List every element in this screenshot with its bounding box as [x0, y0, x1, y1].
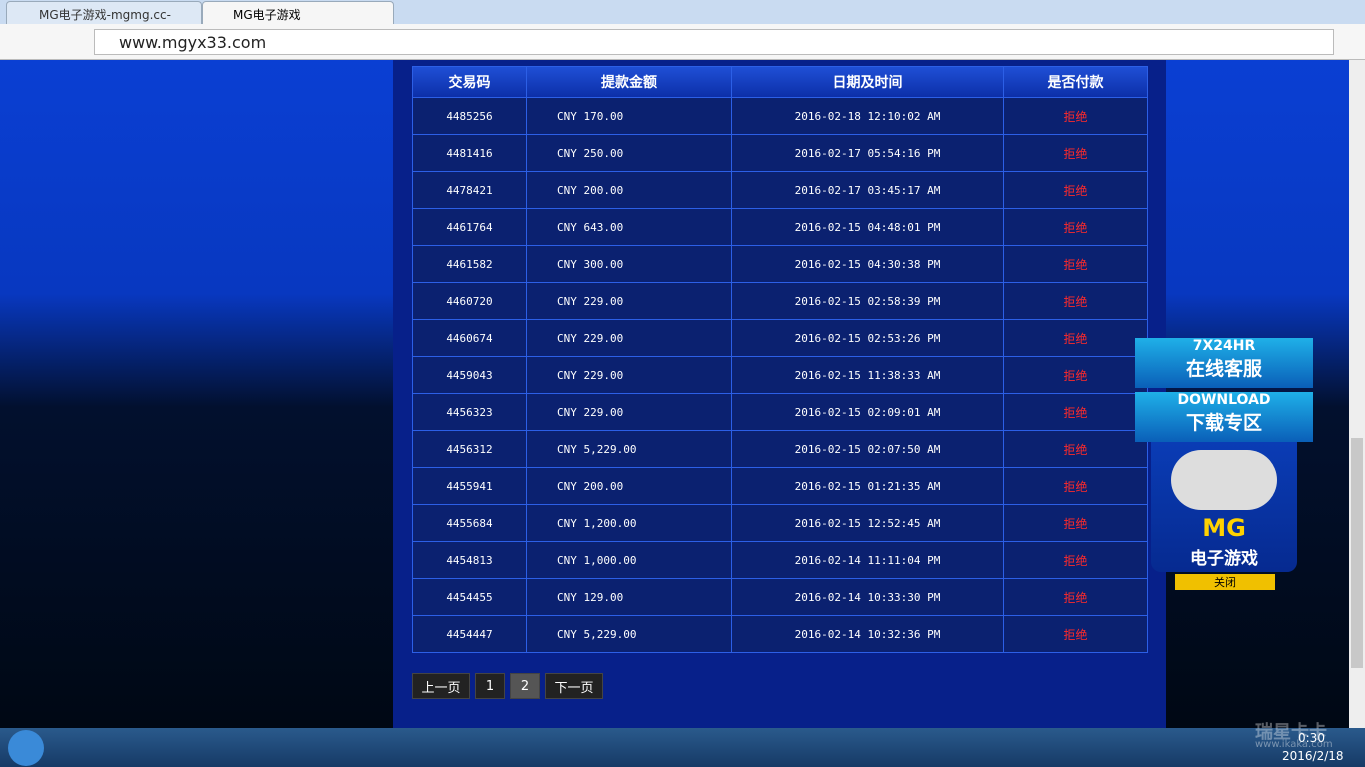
- close-button[interactable]: 关闭: [1175, 574, 1275, 590]
- table-cell: CNY 1,000.00: [526, 541, 732, 579]
- scroll-thumb[interactable]: [1351, 438, 1363, 668]
- table-cell: CNY 229.00: [526, 282, 732, 320]
- ad-text: 7X24HR: [1192, 338, 1256, 354]
- ad-game-box: MG 电子游戏: [1151, 442, 1297, 572]
- clock-date: 2016/2/18: [1282, 749, 1344, 763]
- taskbar: [0, 728, 1365, 767]
- table-cell: 4460674: [412, 319, 527, 357]
- table-cell: CNY 129.00: [526, 578, 732, 616]
- watermark-text: 瑞星卡卡: [1255, 722, 1327, 743]
- table-cell: 4485256: [412, 97, 527, 135]
- table-cell: 4481416: [412, 134, 527, 172]
- table-cell: CNY 229.00: [526, 356, 732, 394]
- status-cell: 拒绝: [1003, 467, 1148, 505]
- gamepad-icon: [1171, 450, 1277, 510]
- tab-active[interactable]: MG电子游戏: [202, 1, 394, 24]
- table-cell: 2016-02-15 02:58:39 PM: [731, 282, 1004, 320]
- table-cell: 2016-02-18 12:10:02 AM: [731, 97, 1004, 135]
- table-cell: CNY 229.00: [526, 393, 732, 431]
- ad-banner: 7X24HR 在线客服: [1135, 338, 1313, 388]
- table-cell: 4461764: [412, 208, 527, 246]
- status-cell: 拒绝: [1003, 615, 1148, 653]
- page-button[interactable]: 上一页: [412, 673, 470, 699]
- table-cell: 2016-02-15 02:09:01 AM: [731, 393, 1004, 431]
- status-cell: 拒绝: [1003, 319, 1148, 357]
- watermark-url: www.ikaka.com: [1255, 739, 1333, 750]
- status-cell: 拒绝: [1003, 356, 1148, 394]
- table-cell: 4454447: [412, 615, 527, 653]
- table-cell: 2016-02-15 11:38:33 AM: [731, 356, 1004, 394]
- table-header: 日期及时间: [731, 66, 1004, 98]
- status-cell: 拒绝: [1003, 541, 1148, 579]
- table-cell: CNY 5,229.00: [526, 430, 732, 468]
- table-cell: 2016-02-15 04:48:01 PM: [731, 208, 1004, 246]
- table-cell: 2016-02-14 10:33:30 PM: [731, 578, 1004, 616]
- status-cell: 拒绝: [1003, 97, 1148, 135]
- page-button[interactable]: 下一页: [545, 673, 603, 699]
- table-cell: 4459043: [412, 356, 527, 394]
- tab-title: MG电子游戏-mgmg.cc-: [39, 8, 171, 22]
- table-cell: CNY 200.00: [526, 171, 732, 209]
- table-cell: CNY 250.00: [526, 134, 732, 172]
- ad-text: 下载专区: [1185, 412, 1262, 434]
- table-cell: 4456323: [412, 393, 527, 431]
- ad-banner: DOWNLOAD 下载专区: [1135, 392, 1313, 442]
- table-cell: 2016-02-15 04:30:38 PM: [731, 245, 1004, 283]
- table-header: 提款金额: [526, 66, 732, 98]
- table-cell: 4454813: [412, 541, 527, 579]
- ad-text: 在线客服: [1185, 358, 1262, 380]
- address-bar[interactable]: www.mgyx33.com: [94, 29, 1334, 55]
- watermark: 瑞星卡卡: [1255, 718, 1327, 744]
- table-cell: 2016-02-14 11:11:04 PM: [731, 541, 1004, 579]
- table-cell: 4455941: [412, 467, 527, 505]
- url: www.mgyx33.com: [119, 33, 267, 52]
- table-cell: CNY 200.00: [526, 467, 732, 505]
- status-cell: 拒绝: [1003, 208, 1148, 246]
- status-cell: 拒绝: [1003, 578, 1148, 616]
- table-cell: 4460720: [412, 282, 527, 320]
- status-cell: 拒绝: [1003, 282, 1148, 320]
- table-cell: CNY 643.00: [526, 208, 732, 246]
- clock-time: 0:30: [1298, 731, 1325, 745]
- table-cell: CNY 1,200.00: [526, 504, 732, 542]
- status-cell: 拒绝: [1003, 245, 1148, 283]
- status-cell: 拒绝: [1003, 504, 1148, 542]
- table-cell: CNY 300.00: [526, 245, 732, 283]
- table-cell: 2016-02-17 03:45:17 AM: [731, 171, 1004, 209]
- table-cell: 2016-02-14 10:32:36 PM: [731, 615, 1004, 653]
- table-cell: 4456312: [412, 430, 527, 468]
- page-button[interactable]: 2: [510, 673, 540, 699]
- ad-text: DOWNLOAD: [1177, 392, 1271, 408]
- ad-text: 电子游戏: [1190, 549, 1258, 569]
- table-cell: 4461582: [412, 245, 527, 283]
- side-ad[interactable]: 7X24HR 在线客服 DOWNLOAD 下载专区 MG 电子游戏 关闭: [1135, 330, 1315, 590]
- tab-title: MG电子游戏: [233, 8, 301, 22]
- status-cell: 拒绝: [1003, 393, 1148, 431]
- table-cell: CNY 170.00: [526, 97, 732, 135]
- tab[interactable]: MG电子游戏-mgmg.cc-: [6, 1, 202, 24]
- table-cell: CNY 229.00: [526, 319, 732, 357]
- table-cell: CNY 5,229.00: [526, 615, 732, 653]
- table-cell: 2016-02-15 02:07:50 AM: [731, 430, 1004, 468]
- table-cell: 4455684: [412, 504, 527, 542]
- ad-logo: MG: [1202, 514, 1246, 542]
- status-cell: 拒绝: [1003, 430, 1148, 468]
- table-cell: 4478421: [412, 171, 527, 209]
- status-cell: 拒绝: [1003, 171, 1148, 209]
- start-button[interactable]: [8, 730, 44, 766]
- page-button[interactable]: 1: [475, 673, 505, 699]
- table-cell: 2016-02-15 01:21:35 AM: [731, 467, 1004, 505]
- table-cell: 2016-02-17 05:54:16 PM: [731, 134, 1004, 172]
- table-header: 是否付款: [1003, 66, 1148, 98]
- table-cell: 2016-02-15 02:53:26 PM: [731, 319, 1004, 357]
- table-header: 交易码: [412, 66, 527, 98]
- table-cell: 2016-02-15 12:52:45 AM: [731, 504, 1004, 542]
- table-cell: 4454455: [412, 578, 527, 616]
- status-cell: 拒绝: [1003, 134, 1148, 172]
